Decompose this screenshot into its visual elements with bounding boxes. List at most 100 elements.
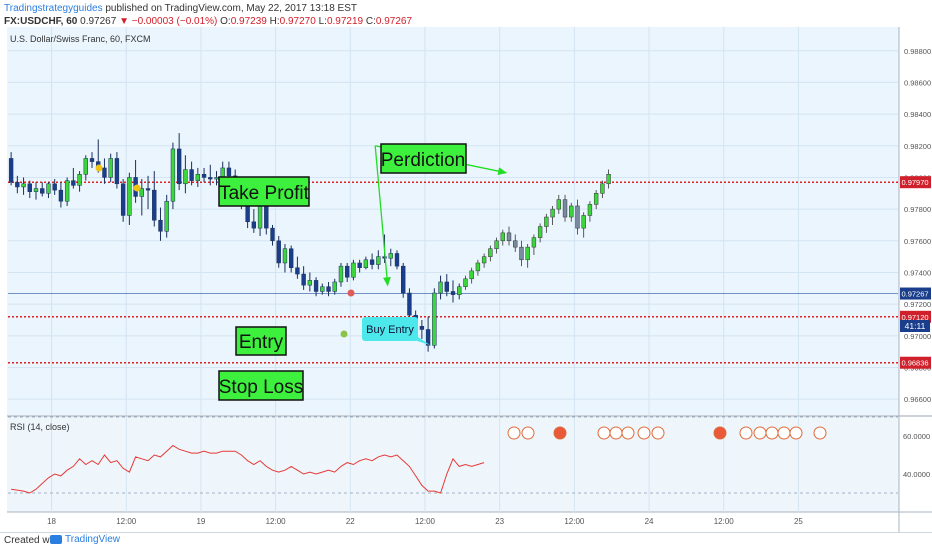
- candle: [15, 181, 20, 188]
- candle: [320, 286, 325, 292]
- candle: [295, 267, 300, 275]
- forecast-candle: [575, 205, 580, 229]
- forecast-candle: [581, 215, 586, 229]
- perdiction-text: Perdiction: [381, 150, 466, 171]
- candle: [21, 183, 26, 188]
- candle: [282, 248, 288, 264]
- flag-icon[interactable]: [637, 426, 651, 440]
- main-chart-title: U.S. Dollar/Swiss Franc, 60, FXCM: [10, 34, 151, 44]
- candle: [145, 188, 151, 191]
- candle: [338, 265, 344, 283]
- buy-entry-text: Buy Entry: [366, 324, 414, 336]
- candle: [164, 200, 169, 232]
- flag-icon[interactable]: [789, 426, 803, 440]
- y-tick-label: 0.98200: [904, 142, 931, 151]
- tradingview-logo[interactable]: TradingView: [50, 534, 120, 545]
- candle: [425, 329, 431, 346]
- forecast-candle: [469, 270, 474, 280]
- forecast-candle: [500, 232, 505, 242]
- publisher-link[interactable]: Tradingstrategyguides: [4, 3, 103, 14]
- candle: [176, 148, 182, 185]
- candle: [139, 188, 144, 197]
- forecast-candle: [593, 193, 599, 205]
- candle: [71, 180, 76, 186]
- candle: [89, 158, 95, 162]
- flag-icon[interactable]: [713, 426, 727, 440]
- price-tag: [900, 176, 931, 189]
- rsi-line: [11, 444, 485, 494]
- x-tick-label: 23: [495, 517, 504, 526]
- rsi-tick-label: 60.0000: [903, 432, 930, 441]
- candle: [83, 158, 88, 175]
- candle: [394, 253, 400, 267]
- forecast-candle: [562, 199, 568, 218]
- forecast-candle: [569, 205, 574, 218]
- publish-info: Tradingstrategyguides published on Tradi…: [4, 3, 357, 14]
- prediction-arrow: [374, 145, 391, 287]
- x-tick-label: 25: [794, 517, 803, 526]
- y-tick-label: 0.97200: [904, 300, 931, 309]
- last-price: 0.97267: [80, 16, 117, 27]
- y-tick-label: 0.97800: [904, 205, 931, 214]
- forecast-candle: [506, 232, 512, 242]
- stop-loss-label[interactable]: Stop Loss: [218, 370, 304, 401]
- candle: [450, 291, 456, 295]
- x-tick-label: 18: [47, 517, 56, 526]
- signal-dot: [347, 289, 355, 297]
- candle: [357, 262, 362, 268]
- entry-text: Entry: [239, 332, 284, 353]
- event-icons[interactable]: [507, 426, 827, 440]
- price-change: ▼ −0.00003 (−0.01%): [119, 16, 218, 27]
- candle: [345, 265, 350, 278]
- price-tag: [900, 356, 931, 369]
- candle: [226, 167, 232, 177]
- signal-dot: [133, 184, 141, 192]
- candle: [64, 180, 70, 202]
- flag-icon[interactable]: [739, 426, 753, 440]
- forecast-candle: [525, 246, 530, 261]
- flag-icon[interactable]: [507, 426, 521, 440]
- rsi-title: RSI (14, close): [10, 422, 70, 432]
- candle: [251, 221, 257, 229]
- candle: [444, 281, 449, 292]
- entry-label[interactable]: Entry: [235, 326, 287, 356]
- rsi-tick-label: 40.0000: [903, 470, 930, 479]
- signal-dot: [340, 330, 348, 338]
- candle: [276, 240, 281, 264]
- forecast-candle: [519, 246, 524, 261]
- price-tag: [900, 287, 931, 300]
- candle: [58, 189, 64, 202]
- flag-icon[interactable]: [609, 426, 623, 440]
- flag-icon[interactable]: [621, 426, 635, 440]
- flag-icon[interactable]: [813, 426, 827, 440]
- perdiction-label[interactable]: Perdiction: [380, 143, 467, 174]
- published-text: published on TradingView.com, May 22, 20…: [105, 3, 357, 14]
- price-pane: [7, 27, 899, 415]
- flag-icon[interactable]: [651, 426, 665, 440]
- chart-canvas[interactable]: 0.966000.968000.970000.972000.974000.976…: [0, 27, 932, 532]
- footer: Created with TradingView: [0, 532, 932, 551]
- flag-icon[interactable]: [777, 426, 791, 440]
- candle: [33, 188, 39, 192]
- candle: [388, 253, 393, 259]
- candle: [407, 292, 412, 316]
- open-value: 0.97239: [230, 16, 267, 27]
- flag-icon[interactable]: [521, 426, 535, 440]
- x-tick-label: 12:00: [714, 517, 735, 526]
- take-profit-label[interactable]: Take Profit: [218, 176, 310, 207]
- x-tick-label: 12:00: [415, 517, 436, 526]
- flag-icon[interactable]: [597, 426, 611, 440]
- flag-icon[interactable]: [753, 426, 767, 440]
- forecast-candle: [606, 174, 611, 185]
- flag-icon[interactable]: [553, 426, 567, 440]
- buy-entry-callout[interactable]: Buy Entry: [362, 317, 430, 345]
- price-tag: [900, 310, 931, 323]
- y-tick-label: 0.98600: [904, 78, 931, 87]
- x-tick-label: 24: [645, 517, 654, 526]
- candle: [307, 280, 313, 286]
- created-with-text: Created with: [4, 535, 61, 546]
- y-tick-label: 0.96600: [904, 395, 931, 404]
- take-profit-text: Take Profit: [219, 183, 309, 204]
- flag-icon[interactable]: [765, 426, 779, 440]
- forecast-candle: [556, 199, 561, 210]
